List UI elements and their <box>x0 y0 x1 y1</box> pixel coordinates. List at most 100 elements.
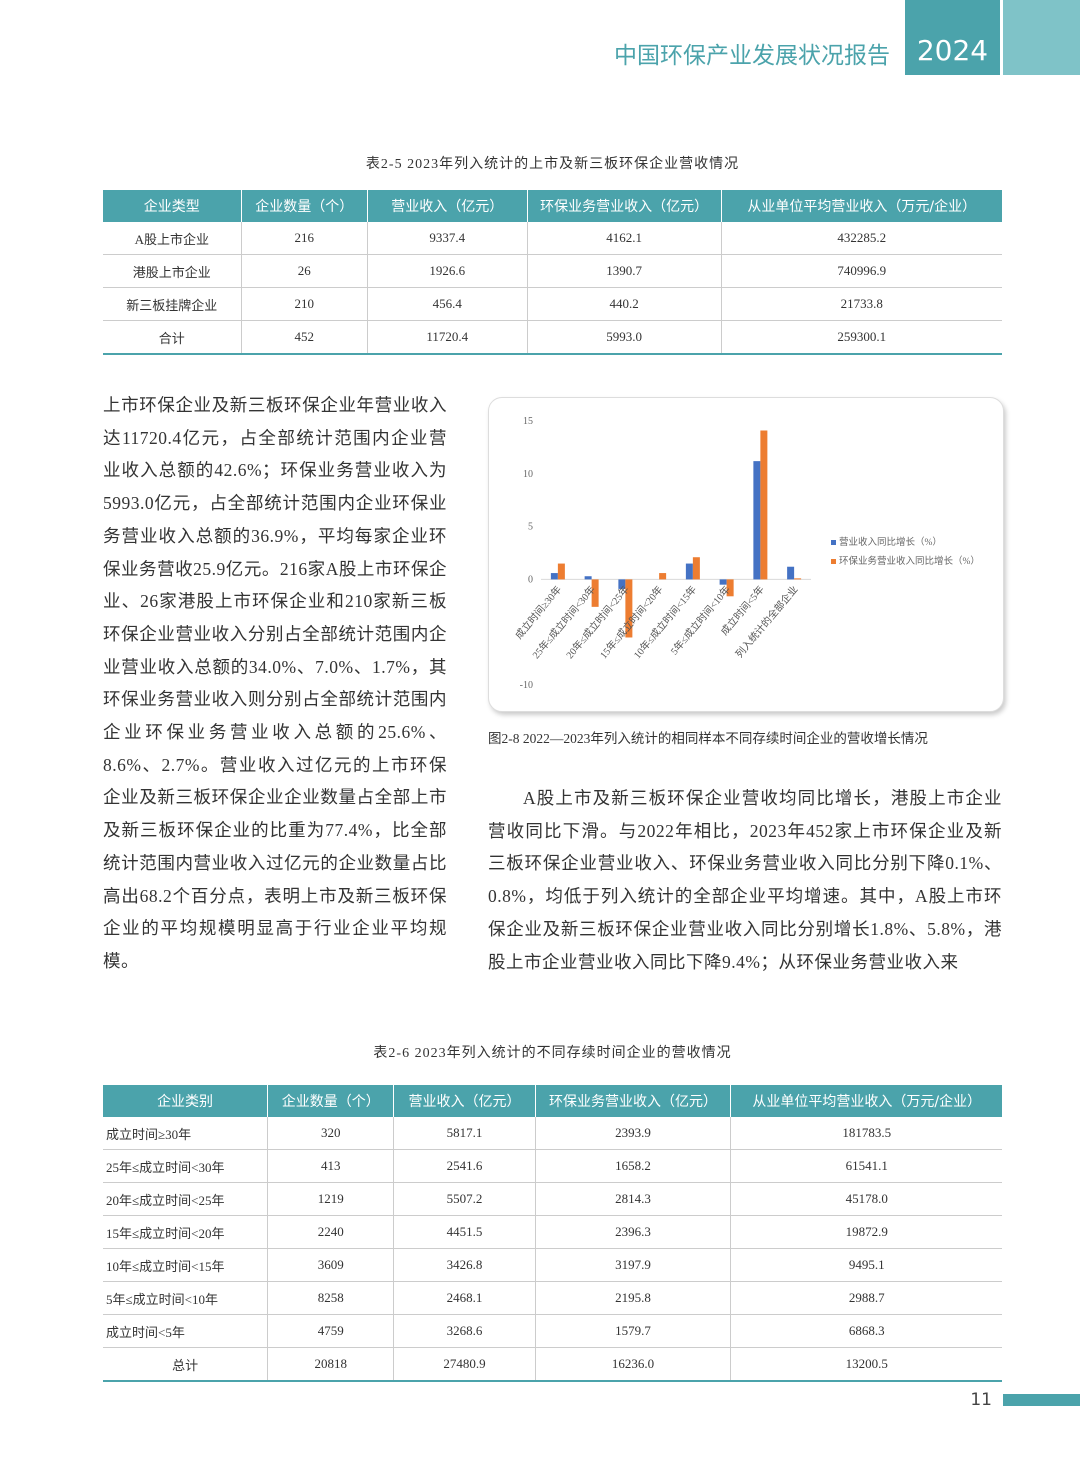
header-box <box>905 0 1000 75</box>
cell: 216 <box>241 222 368 255</box>
cell: 1219 <box>267 1182 395 1216</box>
row: 15年≤成立时间<20年 2240 4451.5 2396.3 19872.9 <box>103 1215 1002 1249</box>
table-caption: 表2-6 2023年列入统计的不同存续时间企业的营收情况 <box>373 1046 732 1061</box>
chart: -10051015成立时间≥30年25年≤成立时间<30年20年≤成立时间<25… <box>512 416 980 691</box>
cell: 成立时间≥30年 <box>103 1117 269 1150</box>
chart-frame: -10 0 5 10 15 成立时间≥30年 25年≤成立时间<30年 20年≤成立时间<25… <box>488 397 1004 712</box>
cell: 5507.2 <box>393 1182 536 1216</box>
cell: 413 <box>267 1149 395 1183</box>
cell: 21733.8 <box>721 287 1002 321</box>
header-title: 中国环保产业发展状况报告 <box>614 43 890 69</box>
header-row: 企业类型 企业数量（个） 营业收入（亿元） 环保业务营业收入（亿元） 从业单位平均营业收… <box>103 190 1002 222</box>
cell: 成立时间<5年 <box>103 1314 269 1348</box>
bar <box>787 566 795 580</box>
cell: 181783.5 <box>730 1117 1002 1150</box>
cell: 港股上市企业 <box>103 254 242 288</box>
cell: 4451.5 <box>393 1215 536 1249</box>
cell: 259300.1 <box>721 320 1002 355</box>
x-tick-label: 25年≤成立时间<30年 <box>529 583 598 661</box>
cell: 2541.6 <box>393 1149 536 1183</box>
cell: 20年≤成立时间<25年 <box>103 1182 269 1216</box>
cell: 1390.7 <box>527 254 722 288</box>
row: 合计 452 11720.4 5993.0 259300.1 <box>103 320 1002 355</box>
cell: 9337.4 <box>367 222 528 255</box>
cell: 740996.9 <box>721 254 1002 288</box>
cell: 合计 <box>103 320 242 355</box>
paragraph: 上市环保企业及新三板环保企业年营业收入达11720.4亿元，占全部统计范围内企业… <box>103 395 447 971</box>
cell: 6868.3 <box>730 1314 1002 1348</box>
cell: 61541.1 <box>730 1149 1002 1183</box>
cell: 27480.9 <box>393 1347 536 1382</box>
bar <box>584 576 592 580</box>
row: 10年≤成立时间<15年 3609 3426.8 3197.9 9495.1 <box>103 1248 1002 1282</box>
column-header: 环保业务营业收入（亿元） <box>527 190 722 222</box>
bar <box>550 573 558 580</box>
table: 企业类别 企业数量（个） 营业收入（亿元） 环保业务营业收入（亿元） 从业单位平均营业收… <box>103 1085 1002 1382</box>
x-tick-label: 列入统计的全部企业 <box>733 583 801 660</box>
cell: 3268.6 <box>393 1314 536 1348</box>
row: 新三板挂牌企业 210 456.4 440.2 21733.8 <box>103 287 1002 321</box>
cell: 2396.3 <box>535 1215 732 1249</box>
figure-caption: 图2-8 2022—2023年列入统计的相同样本不同存续时间企业的营收增长情况 <box>488 731 928 746</box>
table-caption: 表2-5 2023年列入统计的上市及新三板环保企业营收情况 <box>365 157 740 172</box>
cell: 1579.7 <box>535 1314 732 1348</box>
column-header: 营业收入（亿元） <box>393 1085 536 1117</box>
cell: 3426.8 <box>393 1248 536 1282</box>
y-tick-label: 15 <box>523 416 533 427</box>
bar <box>753 461 761 580</box>
bar <box>659 573 667 580</box>
column-header: 环保业务营业收入（亿元） <box>535 1085 732 1117</box>
cell: 1658.2 <box>535 1149 732 1183</box>
cell: 4162.1 <box>527 222 722 255</box>
cell: 2240 <box>267 1215 395 1249</box>
page-number: 11 <box>970 1390 992 1410</box>
legend-swatch <box>831 559 836 564</box>
cell: 15年≤成立时间<20年 <box>103 1215 269 1249</box>
bar <box>726 579 734 597</box>
column-header: 从业单位平均营业收入（万元/企业） <box>730 1085 1002 1117</box>
footer-bar <box>1003 1394 1080 1406</box>
column-header: 企业数量（个） <box>267 1085 395 1117</box>
cell: 5年≤成立时间<10年 <box>103 1281 269 1315</box>
cell: 4759 <box>267 1314 395 1348</box>
cell: 2393.9 <box>535 1117 732 1150</box>
cell: 20818 <box>267 1347 395 1382</box>
cell: 210 <box>241 287 368 321</box>
header-row: 企业类别 企业数量（个） 营业收入（亿元） 环保业务营业收入（亿元） 从业单位平均营业收… <box>103 1085 1002 1117</box>
cell: 440.2 <box>527 287 722 321</box>
bar <box>692 557 700 580</box>
cell: 11720.4 <box>367 320 528 355</box>
row: 成立时间≥30年 320 5817.1 2393.9 181783.5 <box>103 1117 1002 1150</box>
bar <box>591 579 599 607</box>
x-tick-label: 10年≤成立时间<15年 <box>631 583 700 661</box>
column-header: 企业类别 <box>103 1085 269 1117</box>
cell: 452 <box>241 320 368 355</box>
cell: 2988.7 <box>730 1281 1002 1315</box>
paragraph: A股上市及新三板环保企业营收均同比增长，港股上市企业营收同比下滑。与2022年相… <box>488 788 1002 972</box>
row: 总计 20818 27480.9 16236.0 13200.5 <box>103 1347 1002 1382</box>
cell: 2468.1 <box>393 1281 536 1315</box>
y-tick-label: 10 <box>523 469 533 480</box>
bar <box>794 578 802 580</box>
header-strip <box>1003 0 1080 75</box>
row: A股上市企业 216 9337.4 4162.1 432285.2 <box>103 222 1002 255</box>
y-tick-label: 0 <box>528 574 533 585</box>
cell: 10年≤成立时间<15年 <box>103 1248 269 1282</box>
cell: 320 <box>267 1117 395 1150</box>
row: 25年≤成立时间<30年 413 2541.6 1658.2 61541.1 <box>103 1149 1002 1183</box>
table: 企业类型 企业数量（个） 营业收入（亿元） 环保业务营业收入（亿元） 从业单位平均营业收… <box>103 190 1002 355</box>
row: 港股上市企业 26 1926.6 1390.7 740996.9 <box>103 254 1002 288</box>
column-header: 企业类型 <box>103 190 242 222</box>
legend-label: 营业收入同比增长（%） <box>839 536 942 548</box>
row: 成立时间<5年 4759 3268.6 1579.7 6868.3 <box>103 1314 1002 1348</box>
cell: 432285.2 <box>721 222 1002 255</box>
legend-swatch <box>831 540 836 545</box>
row: 20年≤成立时间<25年 1219 5507.2 2814.3 45178.0 <box>103 1182 1002 1216</box>
legend-label: 环保业务营业收入同比增长（%） <box>839 555 980 567</box>
y-tick-label: -10 <box>520 680 533 691</box>
cell: 3197.9 <box>535 1248 732 1282</box>
cell: 5817.1 <box>393 1117 536 1150</box>
column-header: 营业收入（亿元） <box>367 190 528 222</box>
cell: 1926.6 <box>367 254 528 288</box>
bar <box>760 430 768 580</box>
